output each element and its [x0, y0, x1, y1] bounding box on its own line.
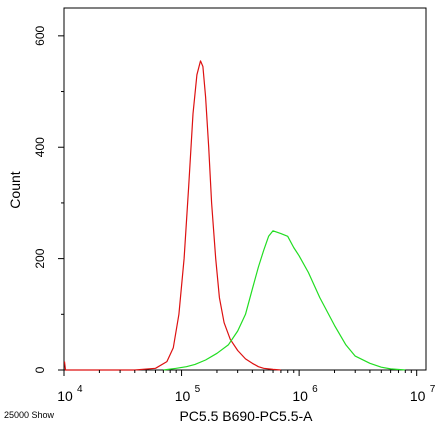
- events-label: 25000 Show: [4, 410, 55, 420]
- x-tick-label: 10 6: [292, 384, 318, 404]
- x-tick-label: 10 4: [57, 384, 83, 404]
- histogram-series-2: [163, 230, 406, 371]
- y-axis: 0 200 400 600: [33, 25, 64, 373]
- y-axis-label: Count: [7, 171, 23, 208]
- x-axis: 10 4 10 5 10 6 10 7: [57, 370, 436, 404]
- x-tick-base: 10: [175, 388, 191, 404]
- x-tick-base: 10: [57, 388, 73, 404]
- x-tick-exponent: 6: [312, 384, 318, 395]
- plot-frame: [63, 7, 427, 371]
- y-tick-label: 200: [33, 248, 47, 268]
- x-tick-label: 10 7: [410, 384, 436, 404]
- x-tick-label: 10 5: [175, 384, 201, 404]
- x-tick-base: 10: [410, 388, 426, 404]
- x-tick-exponent: 4: [77, 384, 83, 395]
- y-tick-label: 400: [33, 137, 47, 157]
- y-tick-label: 600: [33, 25, 47, 45]
- histogram-series-1: [63, 60, 281, 371]
- x-axis-label: PC5.5 B690-PC5.5-A: [179, 408, 313, 424]
- x-tick-base: 10: [292, 388, 308, 404]
- y-tick-label: 0: [33, 366, 47, 373]
- plot-curves: [63, 60, 406, 371]
- x-tick-exponent: 5: [195, 384, 201, 395]
- x-tick-exponent: 7: [430, 384, 436, 395]
